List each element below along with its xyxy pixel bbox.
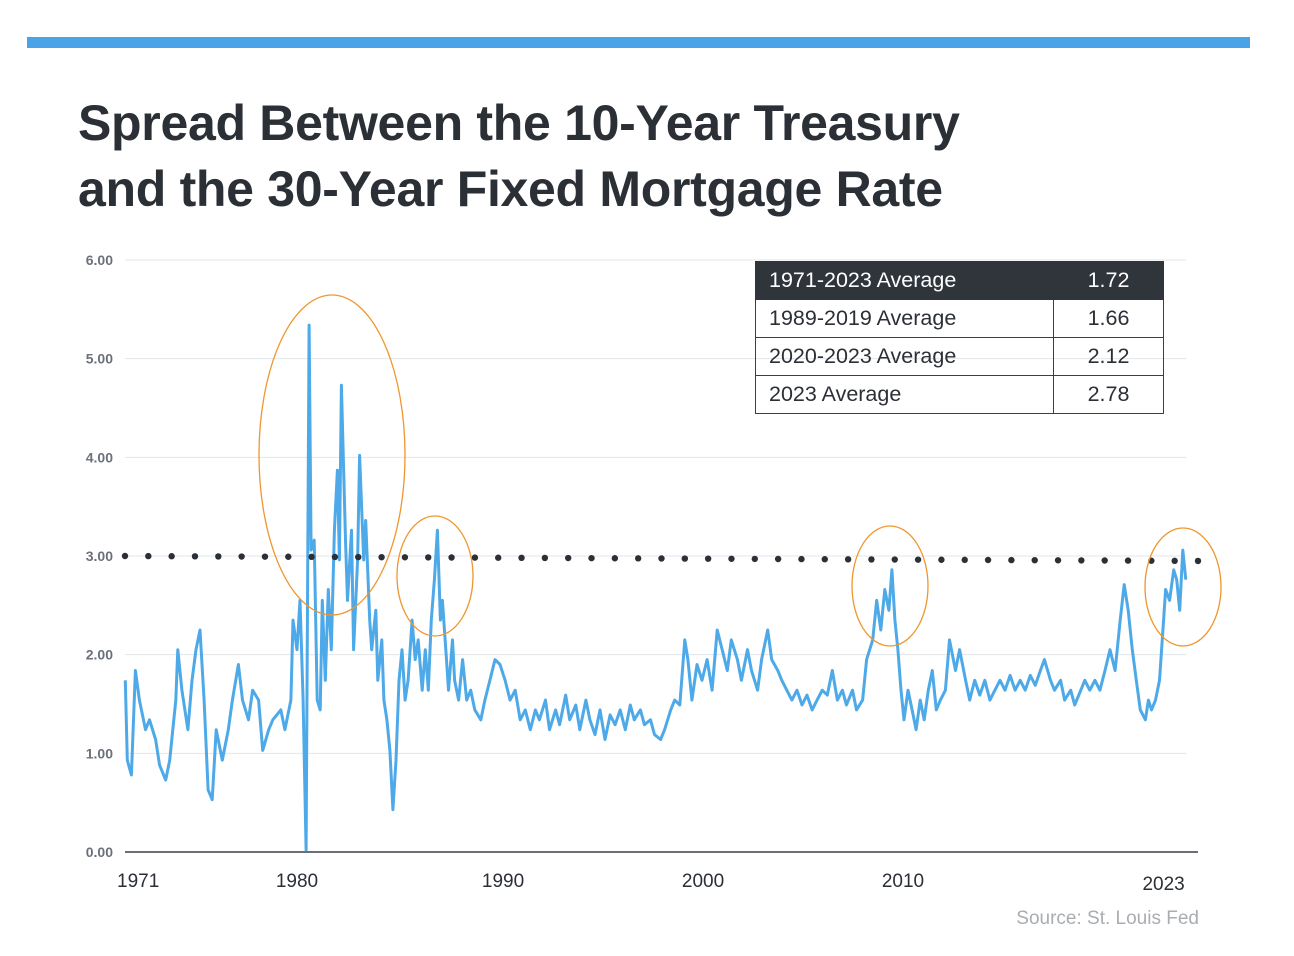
averages-table: 1971-2023 Average 1.72 1989-2019 Average 1… xyxy=(755,261,1164,414)
reference-dot xyxy=(658,555,665,562)
reference-dot xyxy=(1054,557,1062,564)
reference-dot xyxy=(168,553,175,560)
annotation-circle-1987 xyxy=(396,515,474,637)
row-value: 1.72 xyxy=(1053,261,1164,300)
reference-dot xyxy=(1171,557,1178,565)
reference-dot xyxy=(331,553,339,561)
reference-dot xyxy=(448,554,455,561)
x-tick-label: 2023 xyxy=(1142,874,1184,895)
x-axis-ticks: 1971 1980 1990 2000 2010 2023 xyxy=(117,871,1185,895)
reference-dot xyxy=(121,552,129,560)
reference-dot xyxy=(961,556,968,564)
annotation-circle-2009 xyxy=(851,525,929,647)
x-tick-label: 2010 xyxy=(882,871,924,892)
reference-dot xyxy=(681,555,689,562)
reference-dot xyxy=(401,554,409,561)
reference-dot xyxy=(425,554,432,561)
reference-dot xyxy=(1008,556,1015,564)
x-tick-label: 1971 xyxy=(117,871,159,892)
source-note: Source: St. Louis Fed xyxy=(1016,908,1199,929)
annotation-circle-2023 xyxy=(1144,527,1222,647)
reference-dot xyxy=(355,553,362,561)
reference-dot xyxy=(378,553,385,561)
reference-dot xyxy=(1101,557,1108,564)
reference-dot xyxy=(191,553,199,560)
table-row: 2020-2023 Average 2.12 xyxy=(755,337,1164,376)
x-tick-label: 1990 xyxy=(482,871,524,892)
reference-dot xyxy=(728,555,735,562)
reference-dot xyxy=(611,555,619,562)
reference-dot xyxy=(821,556,828,563)
reference-dot xyxy=(704,555,712,562)
row-value: 2.12 xyxy=(1053,337,1164,376)
reference-dot xyxy=(518,554,525,562)
title-line-2: and the 30-Year Fixed Mortgage Rate xyxy=(78,161,943,217)
reference-dot xyxy=(868,556,875,563)
spread-series-line xyxy=(123,323,1188,852)
reference-dot xyxy=(751,555,759,563)
y-tick-label: 4.00 xyxy=(86,449,113,465)
y-tick-label: 0.00 xyxy=(86,844,113,860)
reference-dot xyxy=(308,553,315,561)
y-tick-label: 5.00 xyxy=(86,351,113,367)
row-label: 2023 Average xyxy=(755,375,1054,414)
y-tick-label: 1.00 xyxy=(86,745,113,761)
row-label: 1971-2023 Average xyxy=(755,261,1054,300)
reference-dot xyxy=(1194,557,1202,565)
chart-title: Spread Between the 10-Year Treasury and … xyxy=(78,90,960,222)
row-label: 2020-2023 Average xyxy=(755,337,1054,376)
table-row: 1989-2019 Average 1.66 xyxy=(755,299,1164,338)
table-row: 2023 Average 2.78 xyxy=(755,375,1164,414)
y-tick-label: 3.00 xyxy=(86,548,113,564)
reference-dot xyxy=(938,556,945,563)
y-axis-ticks: 0.00 1.00 2.00 3.00 4.00 5.00 6.00 xyxy=(86,252,113,860)
reference-dot xyxy=(774,555,782,563)
reference-dot xyxy=(844,556,852,563)
reference-dot xyxy=(984,556,992,564)
reference-line-3-percent xyxy=(121,552,1202,565)
y-tick-label: 6.00 xyxy=(86,252,113,268)
title-line-1: Spread Between the 10-Year Treasury xyxy=(78,95,960,151)
row-value: 1.66 xyxy=(1053,299,1164,338)
reference-dot xyxy=(1078,557,1085,564)
reference-dot xyxy=(215,553,222,560)
reference-dot xyxy=(495,554,502,561)
reference-dot xyxy=(1031,556,1038,564)
annotation-circle-early-1980s xyxy=(258,294,406,616)
accent-bar xyxy=(27,37,1250,48)
reference-dot xyxy=(471,554,479,561)
table-row: 1971-2023 Average 1.72 xyxy=(755,261,1164,300)
reference-dot xyxy=(1124,557,1132,564)
reference-dot xyxy=(261,553,269,560)
y-tick-label: 2.00 xyxy=(86,647,113,663)
reference-dot xyxy=(914,556,922,563)
reference-dot xyxy=(564,554,572,562)
reference-dot xyxy=(285,553,292,560)
row-label: 1989-2019 Average xyxy=(755,299,1054,338)
reference-dot xyxy=(588,554,595,562)
reference-dot xyxy=(891,556,898,563)
reference-dot xyxy=(238,553,245,560)
reference-dot xyxy=(541,554,549,562)
reference-dot xyxy=(634,555,642,562)
x-tick-label: 2000 xyxy=(682,871,724,892)
row-value: 2.78 xyxy=(1053,375,1164,414)
reference-dot xyxy=(145,552,152,560)
reference-dot xyxy=(798,555,805,563)
x-tick-label: 1980 xyxy=(276,871,318,892)
